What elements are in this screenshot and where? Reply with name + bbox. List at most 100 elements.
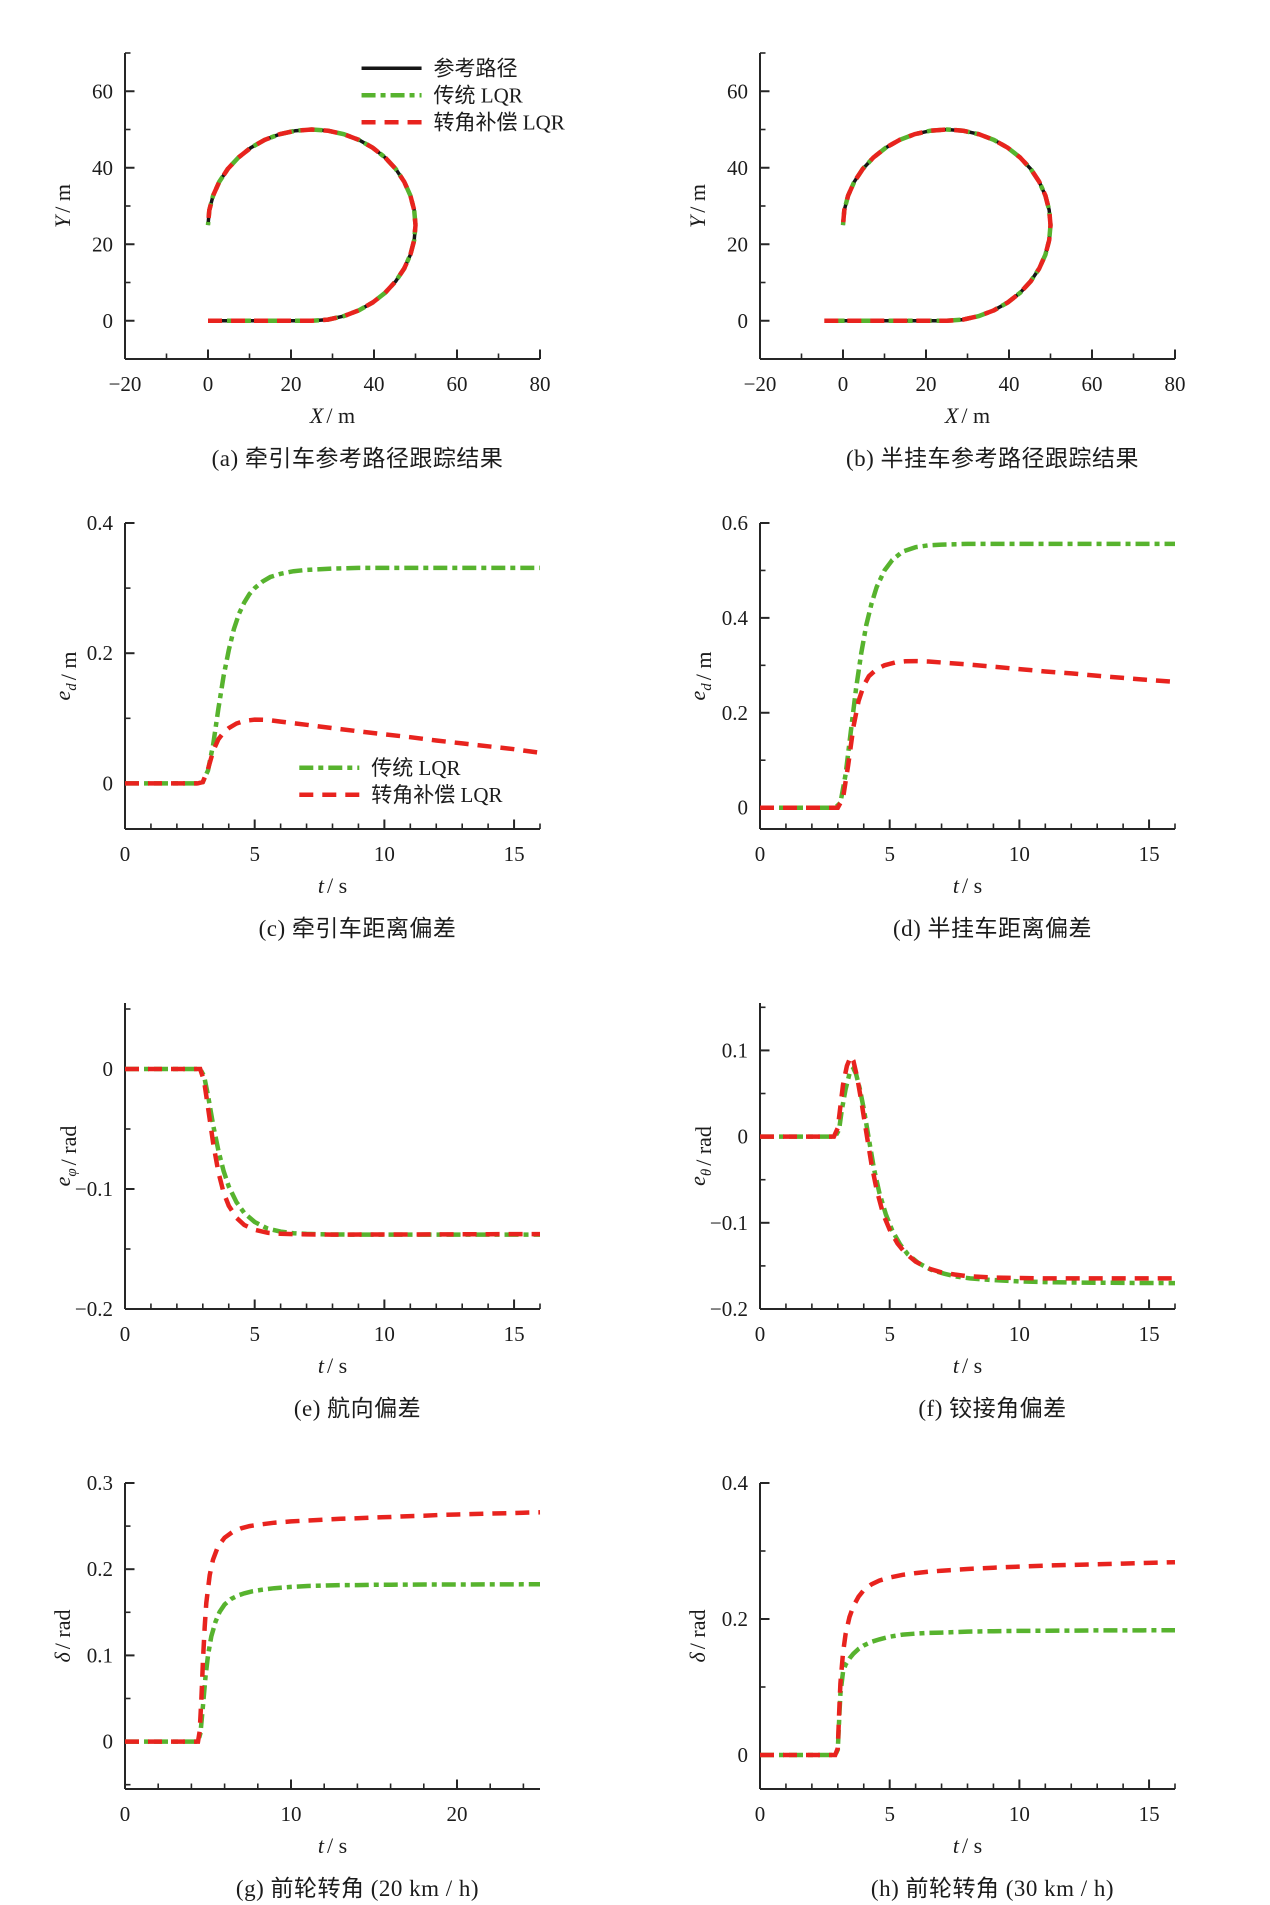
y-tick-label: 0 xyxy=(103,771,114,795)
subplot-g: 0 10 20 0 0.1 0.2 0.3 t / s δ/ rad (g) 前轮转角 (20 k… xyxy=(40,1471,675,1905)
tick-labels: 0 5 10 15 0 0.2 0.4 xyxy=(722,1471,1160,1826)
y-tick-label: 0 xyxy=(738,1125,749,1149)
tick-labels: 0 10 20 0 0.1 0.2 0.3 xyxy=(87,1471,468,1826)
x-tick-label: 0 xyxy=(120,1802,131,1826)
series-compensated xyxy=(205,127,418,324)
subplot-h: 0 5 10 15 0 0.2 0.4 t / s δ/ rad (h) 前轮转角 (30 km … xyxy=(675,1471,1270,1905)
x-tick-label: 10 xyxy=(1009,842,1030,866)
legend-item-label: 转角补偿 LQR xyxy=(371,783,502,807)
chart-canvas-g: 0 10 20 0 0.1 0.2 0.3 t / s δ/ rad xyxy=(50,1471,541,1858)
x-tick-label: 0 xyxy=(120,1322,131,1346)
y-tick-label: 0 xyxy=(103,1057,114,1081)
x-tick-label: 20 xyxy=(916,372,937,396)
y-axis-label: ed/ m xyxy=(50,652,81,701)
subplot-f: 0 5 10 15 0.1 0 −0.1 −0.2 t / s eθ/ rad (f) 铰接角偏差 xyxy=(675,991,1270,1461)
x-tick-label: 10 xyxy=(1009,1322,1030,1346)
subplot-d: 0 5 10 15 0 0.2 0.4 0.6 t / s ed/ m (d) 半挂车距离偏差 xyxy=(675,511,1270,981)
x-tick-label: 15 xyxy=(1139,1322,1160,1346)
x-tick-label: 15 xyxy=(1139,842,1160,866)
x-tick-label: 60 xyxy=(447,372,468,396)
chart-canvas-c: 0 5 10 15 0 0.2 0.4 t / s ed/ m 传统 LQR 转角补偿 LQR xyxy=(50,511,541,898)
y-tick-label: 0.4 xyxy=(722,1471,749,1495)
axes xyxy=(759,1003,1176,1310)
y-tick-label: −0.2 xyxy=(75,1297,113,1321)
x-tick-label: 10 xyxy=(281,1802,302,1826)
axes xyxy=(124,522,541,830)
series-compensated xyxy=(125,717,541,786)
series-traditional xyxy=(125,1582,540,1744)
axes xyxy=(124,1003,541,1310)
x-tick-label: 5 xyxy=(884,1802,895,1826)
subplot-c: 0 5 10 15 0 0.2 0.4 t / s ed/ m 传统 LQR 转角补偿 LQR (c)… xyxy=(40,511,675,981)
y-tick-label: 40 xyxy=(727,156,748,180)
subplot-caption-g: (g) 前轮转角 (20 km / h) xyxy=(235,1876,480,1901)
y-tick-label: −0.2 xyxy=(710,1297,748,1321)
x-tick-label: 0 xyxy=(838,372,849,396)
y-axis-label: eθ/ rad xyxy=(685,1126,716,1186)
legend-item-label: 参考路径 xyxy=(434,56,518,80)
legend-item-label: 转角补偿 LQR xyxy=(434,110,565,134)
y-tick-label: 0.4 xyxy=(87,511,114,535)
chart-canvas-b: −20 0 20 40 60 80 0 20 40 60 X / m Y/ m xyxy=(685,52,1186,428)
chart-canvas-d: 0 5 10 15 0 0.2 0.4 0.6 t / s ed/ m xyxy=(685,511,1176,898)
x-axis-label: t / s xyxy=(953,873,982,898)
y-tick-label: 0.2 xyxy=(722,1607,748,1631)
y-tick-label: 0.2 xyxy=(87,641,113,665)
y-tick-label: 20 xyxy=(92,232,113,256)
subplot-a: −20 0 20 40 60 80 0 20 40 60 X / m Y/ m 参考路径 传统 LQR 转角补… xyxy=(40,41,675,511)
subplot-caption-h: (h) 前轮转角 (30 km / h) xyxy=(870,1876,1115,1901)
tick-labels: −20 0 20 40 60 80 0 20 40 60 xyxy=(92,79,551,396)
y-tick-label: 0 xyxy=(103,1730,114,1754)
x-tick-label: 0 xyxy=(120,842,131,866)
legend-item-label: 传统 LQR xyxy=(371,756,460,780)
series-traditional xyxy=(125,1066,540,1237)
x-axis-label: t / s xyxy=(953,1833,982,1858)
y-tick-label: 40 xyxy=(92,156,113,180)
y-tick-label: 0.6 xyxy=(722,511,748,535)
chart-canvas-f: 0 5 10 15 0.1 0 −0.1 −0.2 t / s eθ/ rad xyxy=(685,1003,1176,1378)
subplot-caption-c: (c) 牵引车距离偏差 xyxy=(258,916,457,941)
x-tick-label: 0 xyxy=(755,842,766,866)
x-tick-label: 5 xyxy=(884,842,895,866)
tick-labels: 0 5 10 15 0 −0.1 −0.2 xyxy=(75,1057,525,1346)
x-tick-label: 40 xyxy=(999,372,1020,396)
y-tick-label: 60 xyxy=(727,79,748,103)
y-tick-label: −0.1 xyxy=(710,1211,748,1235)
series-traditional xyxy=(760,1064,1176,1286)
y-tick-label: 0.4 xyxy=(722,606,749,630)
axes xyxy=(124,52,541,360)
series-traditional xyxy=(125,565,540,786)
x-tick-label: 10 xyxy=(374,1322,395,1346)
x-axis-label: X / m xyxy=(944,403,990,428)
y-tick-label: 0.1 xyxy=(87,1643,113,1667)
series-compensated xyxy=(125,1510,541,1744)
x-tick-label: 60 xyxy=(1082,372,1103,396)
y-tick-label: 0.2 xyxy=(87,1557,113,1581)
tick-labels: 0 5 10 15 0 0.2 0.4 xyxy=(87,511,525,866)
y-axis-label: eφ/ rad xyxy=(50,1126,81,1187)
axes xyxy=(124,1482,540,1790)
subplot-caption-a: (a) 牵引车参考路径跟踪结果 xyxy=(211,446,504,471)
legend: 传统 LQR 转角补偿 LQR xyxy=(299,756,503,807)
x-tick-label: 40 xyxy=(364,372,385,396)
y-axis-label: Y/ m xyxy=(685,184,710,228)
x-tick-label: 0 xyxy=(755,1802,766,1826)
x-tick-label: 10 xyxy=(374,842,395,866)
x-tick-label: 0 xyxy=(203,372,214,396)
tick-labels: −20 0 20 40 60 80 0 20 40 60 xyxy=(727,79,1186,396)
legend-item-label: 传统 LQR xyxy=(434,83,523,107)
axes xyxy=(759,52,1176,360)
series-compensated xyxy=(760,1051,1175,1281)
y-tick-label: 0.3 xyxy=(87,1471,113,1495)
series-compensated xyxy=(824,127,1053,324)
x-axis-label: t / s xyxy=(318,1353,347,1378)
x-tick-label: 80 xyxy=(530,372,551,396)
y-tick-label: 20 xyxy=(727,232,748,256)
x-tick-label: 5 xyxy=(249,1322,260,1346)
y-tick-label: −0.1 xyxy=(75,1177,113,1201)
subplot-e: 0 5 10 15 0 −0.1 −0.2 t / s eφ/ rad (e) 航向偏差 xyxy=(40,991,675,1461)
x-tick-label: 5 xyxy=(249,842,260,866)
subplot-b: −20 0 20 40 60 80 0 20 40 60 X / m Y/ m (b) 半挂车参考路径跟… xyxy=(675,41,1270,511)
